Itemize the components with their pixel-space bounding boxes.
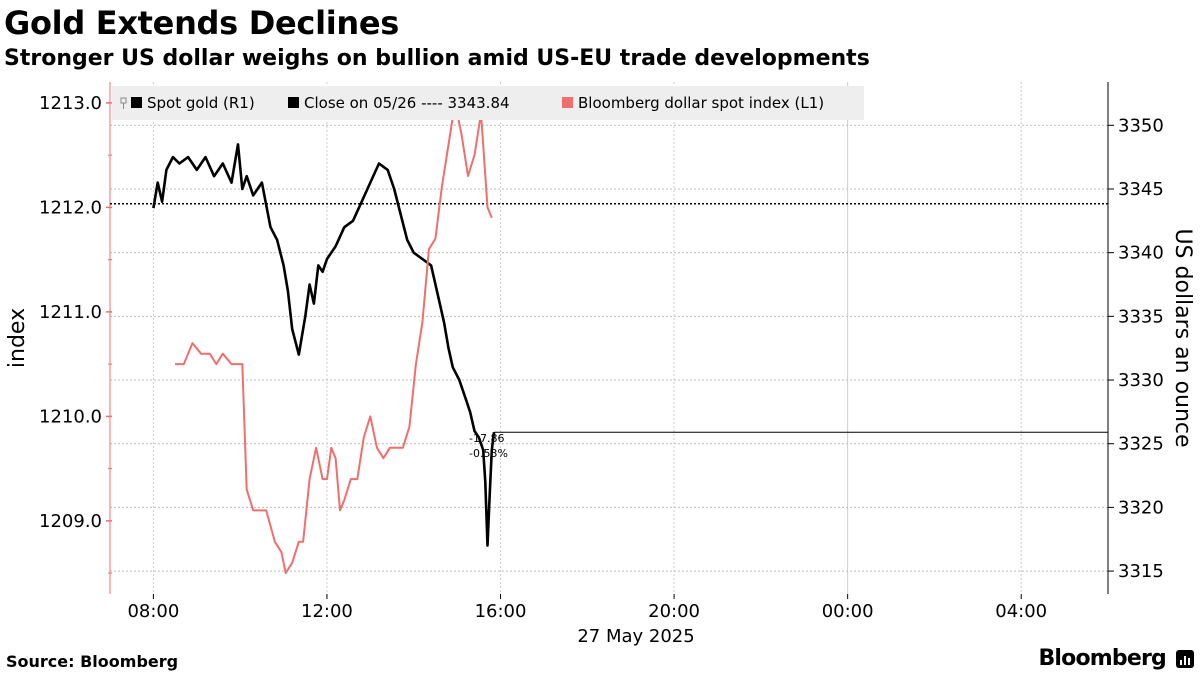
x-tick-label-0: 08:00 (127, 601, 179, 622)
legend-label-dollar: Bloomberg dollar spot index (L1) (578, 94, 824, 112)
right-tick-label-4: 3335 (1118, 306, 1164, 327)
chart-subtitle: Stronger US dollar weighs on bullion ami… (4, 46, 870, 71)
left-tick-label-2: 1211.0 (39, 302, 102, 323)
x-axis-ticks: 08:00 12:00 16:00 20:00 00:00 04:00 (127, 594, 1047, 622)
legend: Spot gold (R1) Close on 05/26 ---- 3343.… (112, 86, 864, 120)
legend-background (112, 86, 864, 120)
right-tick-label-6: 3345 (1118, 179, 1164, 200)
x-tick-label-2: 16:00 (475, 601, 527, 622)
legend-label-close: Close on 05/26 ---- 3343.84 (304, 94, 510, 112)
right-tick-label-2: 3325 (1118, 434, 1164, 455)
left-tick-label-1: 1210.0 (39, 406, 102, 427)
source-label: Source: Bloomberg (6, 652, 179, 671)
legend-swatch-close (288, 97, 299, 108)
right-tick-label-7: 3350 (1118, 115, 1164, 136)
left-axis-ticks: 1209.0 1210.0 1211.0 1212.0 1213.0 (39, 93, 112, 574)
right-axis-title: US dollars an ounce (1170, 228, 1195, 447)
brand-logo-text: Bloomberg (1038, 646, 1166, 671)
right-tick-label-1: 3320 (1118, 497, 1164, 518)
plot-area (110, 82, 1108, 594)
annotation-change: -17.86 (469, 432, 504, 445)
legend-label-gold: Spot gold (R1) (147, 94, 255, 112)
legend-swatch-gold (131, 97, 142, 108)
series-line-dollar-index (175, 101, 493, 575)
series-line-spot-gold (152, 143, 496, 547)
legend-swatch-dollar (562, 97, 573, 108)
chart-title: Gold Extends Declines (4, 4, 400, 42)
right-tick-label-3: 3330 (1118, 370, 1164, 391)
bloomberg-chart-icon (1176, 650, 1194, 668)
right-tick-label-0: 3315 (1118, 561, 1164, 582)
right-tick-label-5: 3340 (1118, 243, 1164, 264)
series-group (152, 101, 496, 575)
annotation-percent: -0.53% (469, 447, 508, 460)
right-axis-ticks: 3315 3320 3325 3330 3335 3340 3345 3350 (1108, 115, 1164, 582)
left-tick-label-3: 1212.0 (39, 197, 102, 218)
x-axis-date-label: 27 May 2025 (577, 626, 694, 647)
left-tick-label-0: 1209.0 (39, 511, 102, 532)
x-tick-label-5: 04:00 (995, 601, 1047, 622)
gridlines (110, 82, 1108, 594)
left-axis-title: index (5, 308, 30, 368)
legend-pin-icon (120, 97, 127, 109)
left-tick-label-4: 1213.0 (39, 93, 102, 114)
x-tick-label-3: 20:00 (648, 601, 700, 622)
x-tick-label-1: 12:00 (301, 601, 353, 622)
x-tick-label-4: 00:00 (822, 601, 874, 622)
